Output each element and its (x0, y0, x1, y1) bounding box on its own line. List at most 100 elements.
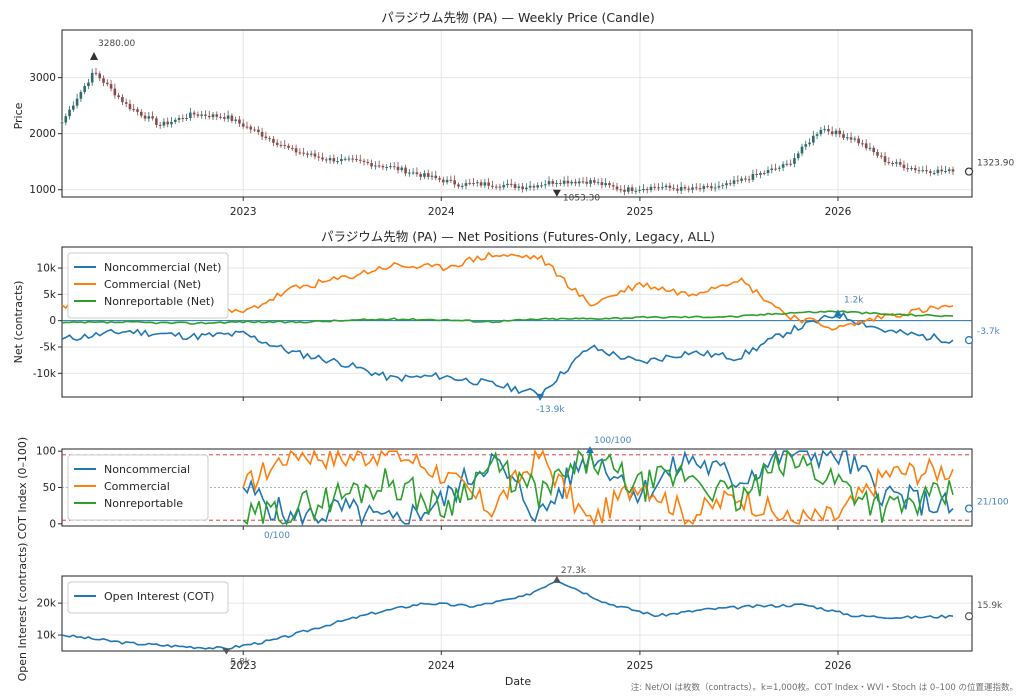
candle-body (759, 173, 762, 175)
candle-body (706, 186, 709, 188)
candle-body (124, 102, 128, 104)
candle-body (804, 144, 808, 147)
legend-label: Commercial (Net) (104, 278, 201, 291)
price-chart-title: パラジウム先物 (PA) — Weekly Price (Candle) (381, 10, 654, 25)
candle-body (158, 124, 162, 126)
candle-body (72, 105, 75, 110)
candle-body (430, 175, 434, 177)
candle-body (702, 186, 706, 189)
candle-body (230, 115, 234, 121)
candle-body (517, 186, 521, 188)
candle-body (139, 111, 143, 116)
candle-body (442, 179, 445, 183)
candle-body (823, 129, 826, 131)
candle-body (717, 186, 721, 188)
candle-body (608, 183, 611, 186)
candle-body (113, 88, 117, 96)
candle-body (921, 170, 925, 172)
candle-body (506, 183, 509, 186)
max-marker (552, 575, 561, 583)
candle-body (257, 129, 260, 133)
candle-body (449, 179, 453, 181)
candle-body (857, 138, 860, 144)
max-annotation: 100/100 (594, 436, 632, 446)
series-line (242, 449, 954, 526)
candle-body (872, 147, 876, 153)
candle-body (653, 186, 657, 188)
candle-body (377, 165, 381, 167)
y-tick-label: 50 (43, 482, 56, 494)
oi-y-label: Open Interest (contracts) (16, 543, 29, 682)
candle-body (75, 98, 79, 106)
candle-body (774, 168, 777, 170)
candle-body (778, 167, 781, 169)
candle-body (883, 156, 887, 163)
candle-body (812, 135, 815, 143)
candle-body (226, 115, 230, 119)
candle-body (562, 180, 566, 184)
candle-body (577, 181, 581, 184)
candle-body (483, 182, 487, 186)
candle-body (219, 116, 222, 118)
legend-label: Open Interest (COT) (104, 590, 214, 603)
x-tick-label: 2023 (230, 206, 257, 218)
candle-body (570, 181, 573, 184)
min-annotation: -13.9k (536, 405, 565, 415)
plot-frame (61, 29, 973, 198)
candle-body (109, 84, 113, 89)
candle-body (638, 189, 641, 191)
x-tick-label: 2025 (627, 660, 654, 672)
price-y-label: Price (12, 102, 25, 129)
candle-body (136, 109, 139, 112)
candle-body (766, 170, 770, 174)
candle-body (283, 145, 287, 147)
candle-body (215, 114, 219, 117)
candle-body (910, 168, 913, 170)
candle-body (815, 134, 819, 136)
candle-body (627, 187, 630, 192)
legend-box (67, 581, 229, 614)
candle-body (944, 170, 947, 172)
candle-body (732, 180, 736, 184)
last-marker (964, 336, 974, 345)
candle-body (672, 187, 675, 189)
candle-body (245, 126, 249, 128)
candle-body (328, 158, 332, 161)
candle-body (260, 132, 264, 137)
min-annotation: 5.8k (230, 657, 250, 667)
max-annotation: 1.2k (844, 295, 864, 305)
candle-body (611, 185, 615, 187)
candle-body (600, 182, 604, 186)
y-tick-label: 0 (49, 518, 56, 530)
candle-body (543, 184, 547, 186)
candle-body (898, 162, 902, 165)
x-axis-label: Date (505, 675, 532, 688)
y-tick-label: 10k (37, 630, 57, 642)
candle-body (513, 184, 517, 188)
candle-body (929, 171, 932, 173)
candle-body (298, 152, 302, 154)
candle-body (555, 183, 558, 185)
candle-body (762, 173, 766, 175)
candle-body (374, 165, 377, 167)
candle-body (559, 183, 562, 185)
x-tick-label: 2024 (428, 206, 455, 218)
min-marker (536, 393, 545, 401)
candle-body (200, 114, 203, 116)
open-interest-panel: Open Interest (contracts) 10k 20k 2023 2024… (16, 543, 1003, 682)
candle-body (381, 165, 385, 168)
x-tick-label: 2026 (825, 206, 852, 218)
candle-body (589, 180, 592, 184)
candle-body (895, 162, 898, 164)
candle-body (853, 138, 857, 140)
candle-body (668, 185, 672, 188)
candle-body (879, 155, 883, 157)
net-positions-panel: パラジウム先物 (PA) — Net Positions (Futures-On… (12, 229, 1001, 415)
candle-body (615, 186, 619, 190)
candle-body (476, 182, 479, 184)
candle-body (664, 185, 668, 188)
candle-body (94, 72, 98, 74)
candle-body (834, 130, 838, 135)
candle-body (279, 144, 283, 146)
